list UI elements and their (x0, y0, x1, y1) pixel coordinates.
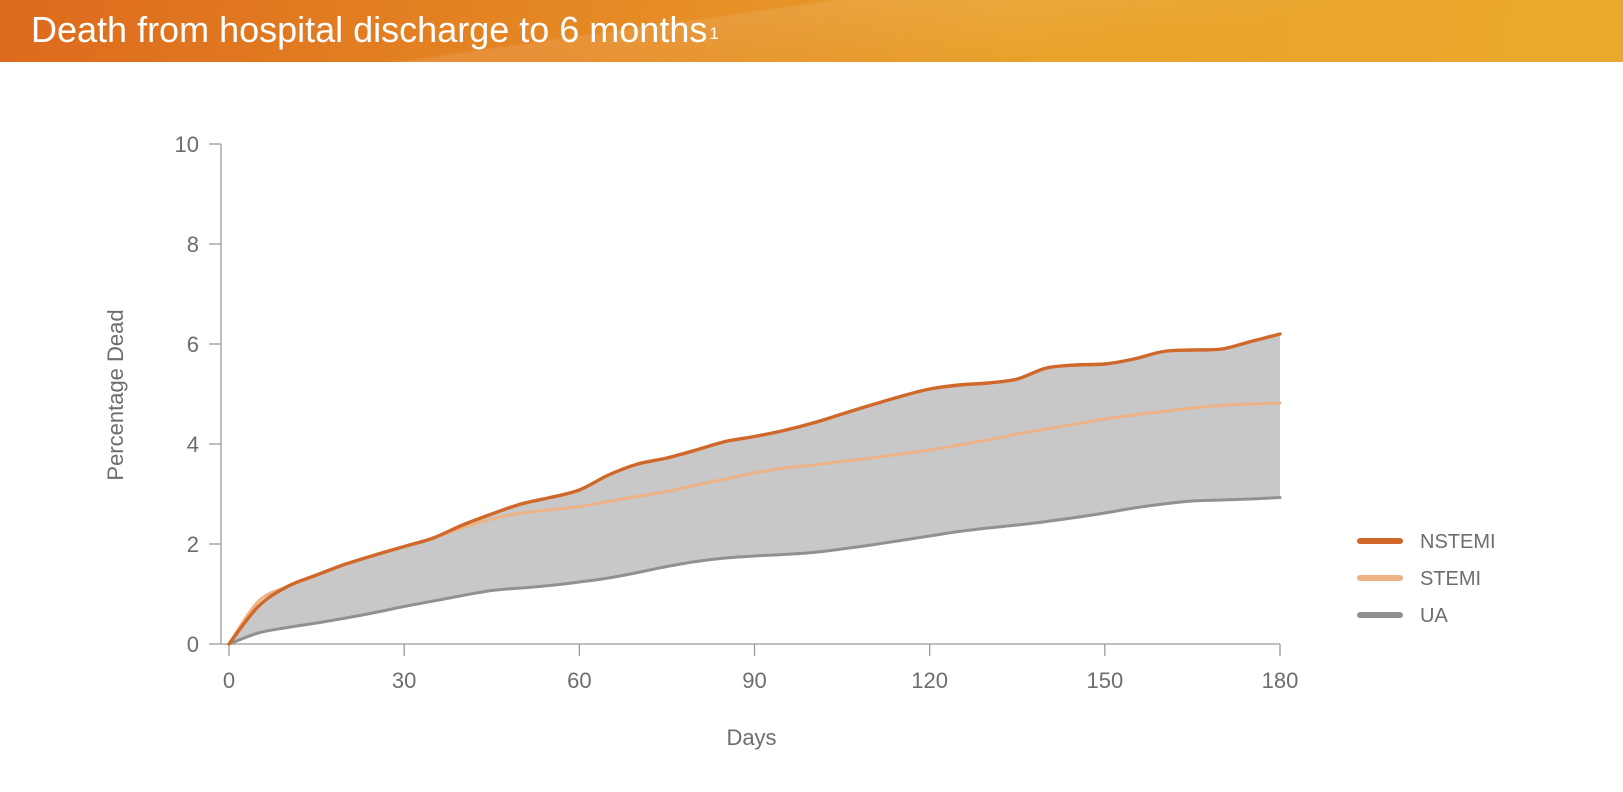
page-title-text: Death from hospital discharge to 6 month… (31, 9, 708, 50)
x-tick-label: 150 (1086, 668, 1123, 693)
banner-sheen (0, 0, 1623, 62)
x-tick-label: 60 (567, 668, 591, 693)
y-tick-label: 2 (187, 532, 199, 557)
y-axis-ticks: 0 2 4 6 8 10 (175, 132, 221, 657)
x-tick-label: 30 (392, 668, 416, 693)
series-lines (227, 332, 1282, 646)
legend-label-nstemi: NSTEMI (1420, 531, 1496, 553)
y-axis-title: Percentage Dead (103, 309, 128, 480)
x-axis-title: Days (726, 725, 776, 750)
legend-label-ua: UA (1420, 605, 1448, 627)
nstemi-ua-range-area (229, 334, 1280, 644)
page-title: Death from hospital discharge to 6 month… (31, 10, 719, 50)
x-tick-label: 120 (911, 668, 948, 693)
series-line-ua (227, 496, 1282, 646)
y-tick-label: 10 (175, 132, 199, 157)
y-tick-label: 0 (187, 632, 199, 657)
y-tick-label: 8 (187, 232, 199, 257)
y-tick-label: 6 (187, 332, 199, 357)
x-tick-label: 0 (223, 668, 235, 693)
legend-label-stemi: STEMI (1420, 568, 1481, 590)
chart-legend: NSTEMI STEMI UA (1357, 531, 1496, 627)
x-tick-label: 180 (1262, 668, 1299, 693)
series-line-nstemi (227, 332, 1282, 646)
chart-axes (220, 144, 1280, 645)
title-banner: Death from hospital discharge to 6 month… (0, 0, 1623, 62)
x-axis-ticks: 0 30 60 90 120 150 180 (223, 644, 1298, 693)
title-footnote-marker: 1 (709, 24, 719, 43)
y-tick-label: 4 (187, 432, 199, 457)
x-tick-label: 90 (742, 668, 766, 693)
